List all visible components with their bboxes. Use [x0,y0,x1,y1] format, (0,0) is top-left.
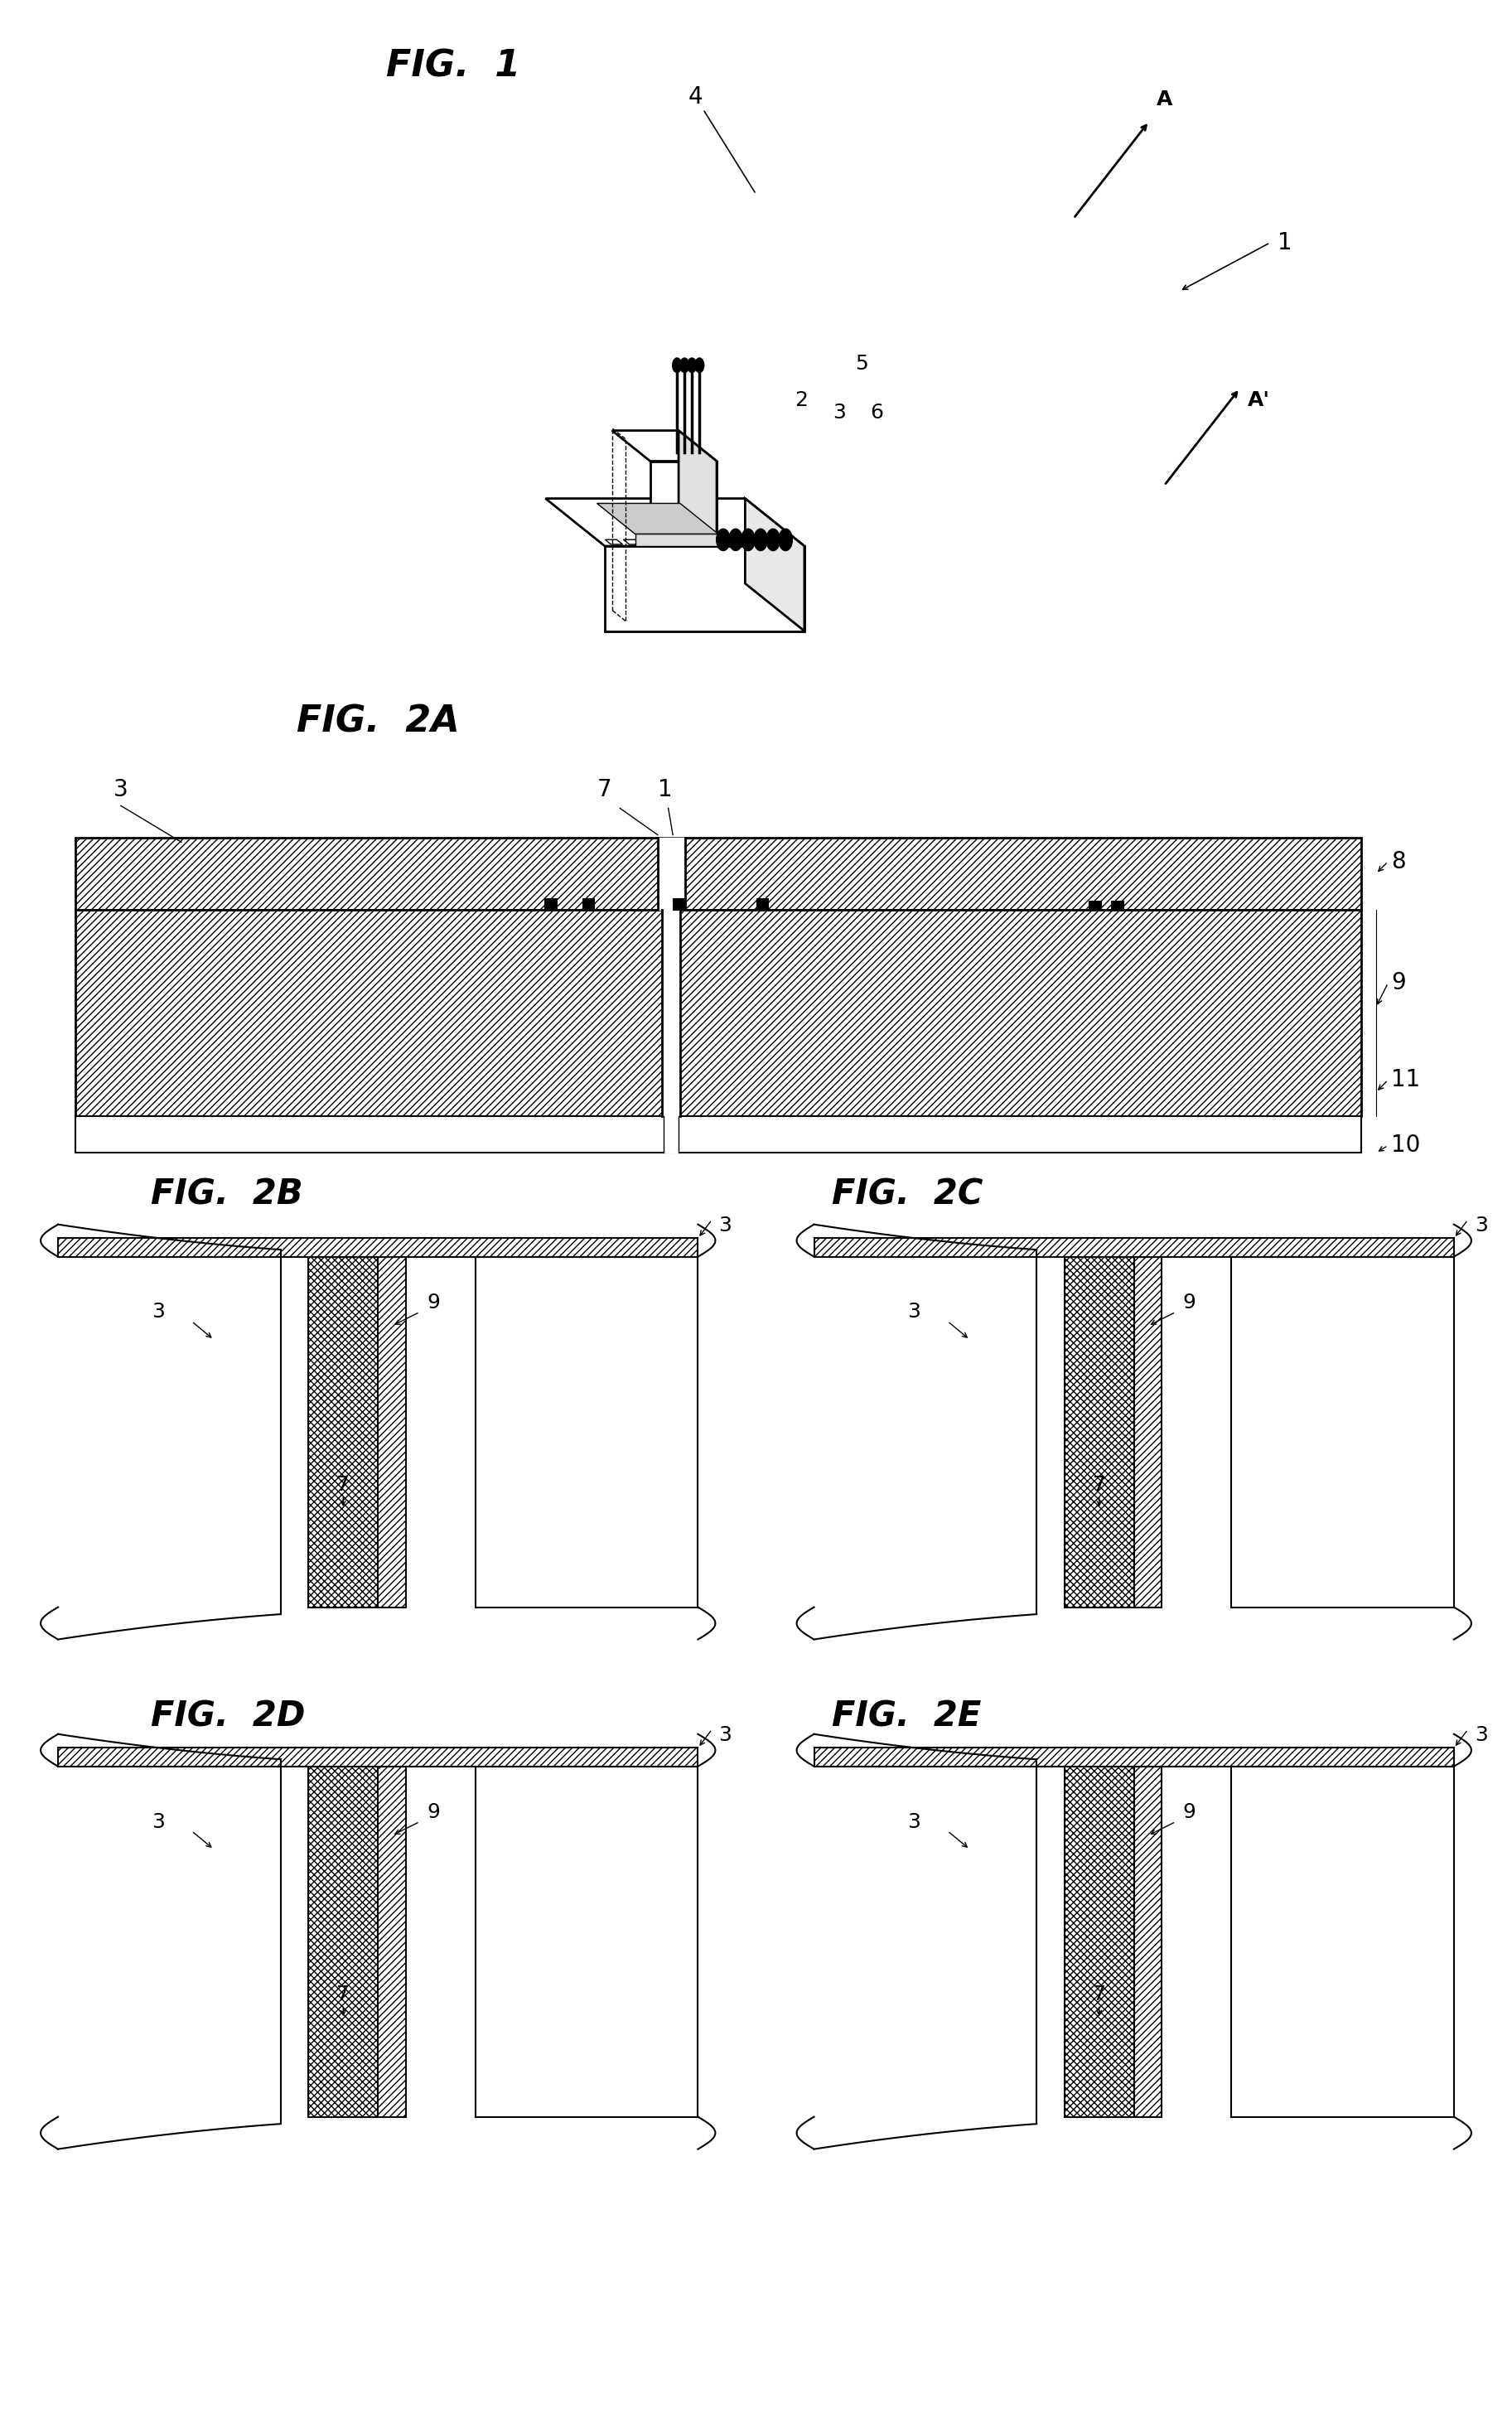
Polygon shape [546,498,804,546]
Bar [57,1747,699,1767]
Polygon shape [650,461,717,546]
Text: 1: 1 [1278,231,1293,255]
Bar [756,898,768,910]
Circle shape [673,359,682,374]
Bar [1134,1767,1161,2116]
Polygon shape [715,539,732,544]
Text: 3: 3 [151,1813,165,1832]
Bar [378,1767,405,2116]
Text: 3: 3 [907,1813,921,1832]
Circle shape [779,529,792,551]
Bar [813,1747,1455,1767]
Text: 9: 9 [1391,971,1406,995]
Text: 9: 9 [426,1803,440,1823]
Polygon shape [605,539,623,544]
Polygon shape [1231,1257,1455,1607]
Bar [76,910,1361,1116]
Text: 9: 9 [1182,1803,1196,1823]
Circle shape [696,359,705,374]
Bar [1064,1767,1134,2116]
Text: 3: 3 [907,1303,921,1323]
Text: FIG.  2A: FIG. 2A [296,704,460,740]
Circle shape [741,529,754,551]
Text: A': A' [1247,391,1270,410]
Polygon shape [641,539,659,544]
Bar [1089,900,1101,910]
Text: FIG.  1: FIG. 1 [387,49,520,85]
Text: 3: 3 [833,403,845,422]
Text: 3: 3 [113,777,129,801]
Polygon shape [659,539,677,544]
Text: FIG.  2D: FIG. 2D [151,1699,305,1733]
Bar [76,837,1361,910]
Polygon shape [770,539,788,544]
Polygon shape [745,498,804,631]
Polygon shape [57,1733,281,2150]
Bar [76,1116,1361,1153]
Text: 8: 8 [1391,849,1406,874]
Text: 1: 1 [658,777,673,801]
Text: 3: 3 [1474,1726,1488,1745]
Bar [1111,900,1123,910]
Bar [378,1257,405,1607]
Circle shape [754,529,768,551]
Text: 7: 7 [337,1985,349,2005]
Bar [1134,1257,1161,1607]
Text: 6: 6 [871,403,883,422]
Polygon shape [813,1733,1037,2150]
Bar [308,1767,378,2116]
Text: 3: 3 [151,1303,165,1323]
Bar [673,898,685,910]
Polygon shape [733,539,750,544]
Text: A: A [1157,90,1173,109]
Polygon shape [57,1226,281,1641]
Polygon shape [697,539,714,544]
Text: 4: 4 [688,85,703,109]
Text: FIG.  2B: FIG. 2B [151,1177,304,1211]
Text: 7: 7 [597,777,612,801]
Bar [582,898,594,910]
Polygon shape [612,430,717,461]
Text: 10: 10 [1391,1133,1420,1158]
Bar [813,1238,1455,1257]
Text: 7: 7 [337,1476,349,1495]
Polygon shape [1231,1767,1455,2116]
Polygon shape [679,430,717,546]
Circle shape [729,529,742,551]
Text: 11: 11 [1391,1068,1420,1092]
Polygon shape [679,539,696,544]
Polygon shape [605,546,804,631]
Bar [308,1257,378,1607]
Polygon shape [623,539,641,544]
Text: 7: 7 [1093,1985,1105,2005]
Circle shape [717,529,730,551]
Polygon shape [813,1226,1037,1641]
Text: 3: 3 [718,1216,732,1235]
Text: 9: 9 [426,1294,440,1313]
Polygon shape [475,1257,699,1607]
Polygon shape [635,534,718,546]
Text: FIG.  2C: FIG. 2C [832,1177,983,1211]
Polygon shape [751,539,770,544]
Text: 9: 9 [1182,1294,1196,1313]
Circle shape [688,359,697,374]
Text: 3: 3 [718,1726,732,1745]
Circle shape [680,359,689,374]
Circle shape [767,529,780,551]
Text: 5: 5 [856,354,868,374]
Bar [57,1238,699,1257]
Text: 2: 2 [795,391,807,410]
Polygon shape [475,1767,699,2116]
Text: 3: 3 [1474,1216,1488,1235]
Text: FIG.  2E: FIG. 2E [832,1699,981,1733]
Text: 7: 7 [1093,1476,1105,1495]
Bar [1064,1257,1134,1607]
Bar [544,898,556,910]
Polygon shape [597,502,718,534]
